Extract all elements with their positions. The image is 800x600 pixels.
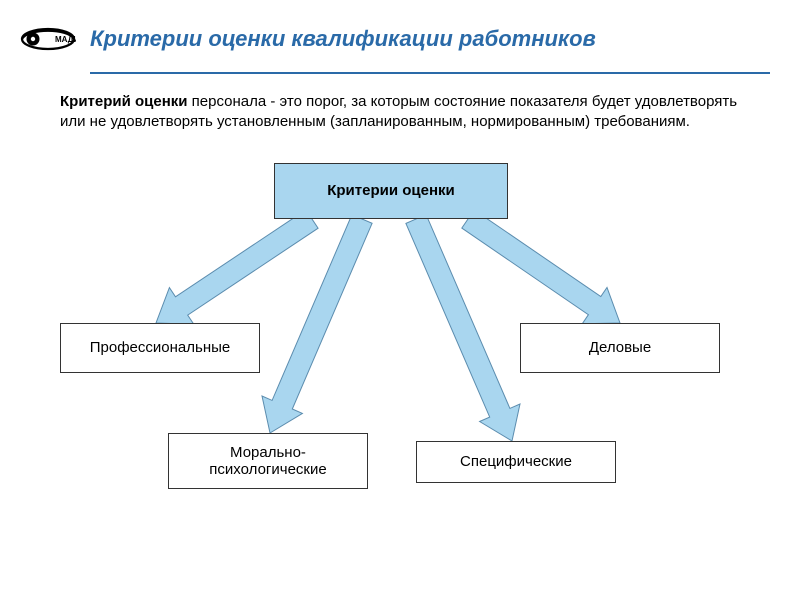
definition-lead: Критерий оценки (60, 93, 188, 110)
node-moral-psych: Морально-психологические (168, 433, 368, 489)
node-specific: Специфические (416, 441, 616, 483)
logo-text: МАДИ (55, 35, 76, 44)
definition-paragraph: Критерий оценки персонала - это порог, з… (60, 92, 740, 133)
node-business: Деловые (520, 323, 720, 373)
madi-logo-icon: МАДИ (20, 18, 76, 60)
arrow-0 (156, 209, 318, 323)
slide-header: МАДИ Критерии оценки квалификации работн… (0, 0, 800, 68)
criteria-diagram: Критерии оценки Профессиональные Деловые… (0, 143, 800, 523)
slide-title: Критерии оценки квалификации работников (90, 26, 596, 52)
node-professional: Профессиональные (60, 323, 260, 373)
title-underline (90, 72, 770, 74)
node-root: Критерии оценки (274, 163, 508, 219)
arrow-3 (462, 209, 620, 323)
